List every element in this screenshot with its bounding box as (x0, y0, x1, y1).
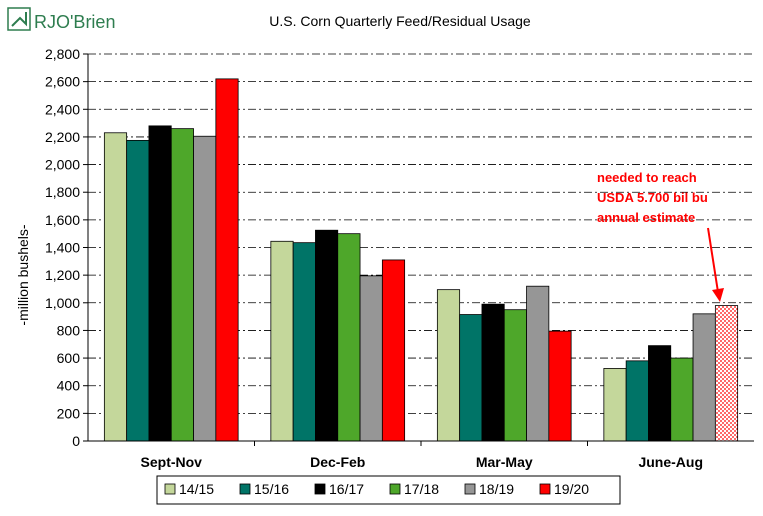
legend-swatch (389, 483, 401, 495)
bar-16-17-mar-may (481, 303, 505, 442)
legend-swatch (239, 483, 251, 495)
y-tick-label: 2,000 (45, 157, 80, 173)
bar-19-20-mar-may (548, 330, 572, 442)
bar-16-17-sept-nov (148, 125, 172, 442)
y-tick-label: 0 (72, 433, 80, 449)
annotation-line-3: annual estimate (597, 210, 695, 225)
bar-19-20-dec-feb (381, 259, 406, 442)
legend: 14/15 15/16 16/17 17/18 18/19 19/20 (156, 475, 621, 505)
y-tick-label: 2,600 (45, 74, 80, 90)
bar-16-17-dec-feb (315, 229, 339, 442)
bar-15-16-sept-nov (126, 139, 150, 442)
bar-17-18-sept-nov (170, 128, 194, 442)
bar-19-20-sept-nov (215, 78, 239, 442)
y-tick-label: 1,800 (45, 184, 80, 200)
bar-16-17-june-aug (648, 345, 672, 442)
legend-label: 16/17 (329, 481, 364, 497)
legend-swatch (464, 483, 476, 495)
annotation-line-1: needed to reach (597, 170, 697, 185)
y-tick-label: 400 (57, 378, 81, 394)
x-category-label: June-Aug (638, 454, 703, 470)
bar-17-18-june-aug (670, 357, 694, 442)
y-tick-label: 2,400 (45, 101, 80, 117)
bars (103, 78, 739, 442)
y-tick-labels: 0 200 400 600 800 1,000 1,200 1,400 1,600 1,800 2,… (45, 46, 80, 449)
bar-18-19-mar-may (526, 285, 550, 442)
axes (83, 53, 754, 446)
bar-19-20-june-aug (714, 305, 739, 442)
legend-label: 19/20 (554, 481, 589, 497)
bar-14-15-dec-feb (270, 240, 294, 442)
bar-14-15-mar-may (436, 289, 461, 442)
legend-label: 17/18 (404, 481, 439, 497)
bar-17-18-dec-feb (337, 233, 361, 442)
legend-swatch (539, 483, 551, 495)
bar-18-19-sept-nov (193, 135, 217, 442)
y-tick-label: 2,200 (45, 129, 80, 145)
gridlines (88, 53, 754, 414)
y-tick-label: 2,800 (45, 46, 80, 62)
y-tick-label: 200 (57, 405, 81, 421)
bar-14-15-sept-nov (103, 132, 128, 442)
x-category-label: Mar-May (476, 454, 533, 470)
x-category-label: Dec-Feb (310, 454, 365, 470)
annotation: needed to reach USDA 5.700 bil bu annual… (597, 170, 724, 302)
annotation-line-2: USDA 5.700 bil bu (597, 190, 708, 205)
bar-15-16-dec-feb (292, 242, 316, 442)
annotation-arrow-head (712, 288, 724, 302)
legend-label: 15/16 (254, 481, 289, 497)
legend-swatch (314, 483, 326, 495)
bar-17-18-mar-may (503, 309, 527, 442)
y-tick-label: 1,200 (45, 267, 80, 283)
bar-14-15-june-aug (603, 368, 627, 442)
y-tick-label: 1,400 (45, 240, 80, 256)
bar-15-16-june-aug (625, 360, 649, 442)
y-tick-label: 600 (57, 350, 81, 366)
bar-18-19-june-aug (692, 313, 716, 442)
x-category-label: Sept-Nov (141, 454, 203, 470)
bar-18-19-dec-feb (359, 275, 383, 442)
legend-label: 14/15 (179, 481, 214, 497)
x-category-labels: Sept-Nov Dec-Feb Mar-May June-Aug (141, 454, 704, 470)
y-tick-label: 800 (57, 322, 81, 338)
legend-swatch (164, 483, 176, 495)
y-tick-label: 1,000 (45, 295, 80, 311)
logo-text: RJO'Brien (34, 12, 115, 32)
annotation-arrow-line (707, 227, 719, 293)
logo-mark-chevron (11, 12, 27, 27)
chart-title: U.S. Corn Quarterly Feed/Residual Usage (269, 13, 531, 29)
logo: RJO'Brien (7, 7, 115, 32)
y-axis-label: -million bushels- (15, 224, 31, 325)
bar-15-16-mar-may (459, 314, 483, 442)
logo-mark-square (7, 7, 31, 31)
legend-label: 18/19 (479, 481, 514, 497)
legend-box (156, 475, 621, 505)
y-tick-label: 1,600 (45, 212, 80, 228)
